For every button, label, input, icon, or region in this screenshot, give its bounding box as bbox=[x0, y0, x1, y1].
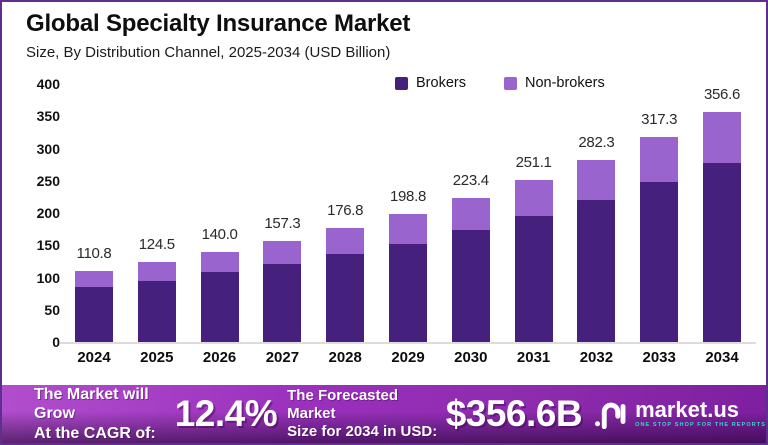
cagr-label: The Market will Grow At the CAGR of: bbox=[34, 386, 156, 442]
non-brokers-legend-label: Non-brokers bbox=[524, 75, 605, 91]
marketus-logo-icon bbox=[595, 402, 626, 429]
bar-total-label-2031: 251.1 bbox=[515, 154, 552, 172]
bar-non-brokers-2029 bbox=[389, 213, 427, 244]
x-axis-label-2033: 2033 bbox=[642, 349, 676, 366]
header: Global Specialty Insurance Market Size, … bbox=[26, 10, 410, 61]
forecast-value: $356.6B bbox=[445, 393, 583, 434]
non-brokers-swatch bbox=[503, 76, 517, 90]
brand-lockup: market.us ONE STOP SHOP FOR THE REPORTS bbox=[594, 399, 766, 429]
bar-non-brokers-2024 bbox=[75, 270, 113, 287]
bar-total-label-2028: 176.8 bbox=[327, 201, 364, 219]
bar-brokers-2028 bbox=[326, 253, 365, 342]
bar-non-brokers-2033 bbox=[640, 137, 679, 183]
bar-brokers-2026 bbox=[200, 272, 239, 342]
bar-total-label-2025: 124.5 bbox=[138, 235, 175, 253]
bar-non-brokers-2032 bbox=[577, 159, 616, 201]
bar-total-label-2033: 317.3 bbox=[641, 111, 678, 129]
x-axis-label-2029: 2029 bbox=[391, 349, 425, 366]
bar-brokers-2033 bbox=[640, 182, 679, 342]
bar-brokers-2025 bbox=[137, 280, 176, 342]
bar-total-label-2027: 157.3 bbox=[264, 214, 301, 232]
x-axis-label-2030: 2030 bbox=[454, 349, 488, 366]
brand-name: market.us bbox=[635, 397, 740, 422]
x-axis-label-2024: 2024 bbox=[77, 349, 111, 366]
cagr-value: 12.4% bbox=[174, 393, 278, 434]
y-axis-tick-200: 200 bbox=[36, 205, 60, 221]
brand-text: market.us ONE STOP SHOP FOR THE REPORTS bbox=[635, 397, 766, 429]
x-axis-label-2028: 2028 bbox=[328, 349, 362, 366]
bar-non-brokers-2026 bbox=[200, 251, 239, 273]
bar-non-brokers-2025 bbox=[137, 261, 176, 281]
y-axis-tick-0: 0 bbox=[52, 334, 60, 350]
footer-banner: The Market will Grow At the CAGR of: 12.… bbox=[2, 385, 766, 443]
y-axis-tick-150: 150 bbox=[36, 237, 60, 254]
bar-total-label-2029: 198.8 bbox=[389, 187, 427, 205]
page-title: Global Specialty Insurance Market bbox=[26, 10, 411, 37]
y-axis-tick-350: 350 bbox=[36, 108, 60, 125]
x-axis-label-2034: 2034 bbox=[705, 349, 739, 366]
brokers-swatch bbox=[395, 76, 408, 90]
bar-total-label-2024: 110.8 bbox=[76, 244, 112, 262]
brand-tagline: ONE STOP SHOP FOR THE REPORTS bbox=[635, 422, 766, 428]
bar-non-brokers-2034 bbox=[703, 111, 741, 163]
legend-item-brokers: Brokers bbox=[395, 75, 466, 91]
bar-total-label-2032: 282.3 bbox=[578, 133, 615, 151]
brokers-legend-label: Brokers bbox=[416, 75, 466, 91]
bar-total-label-2034: 356.6 bbox=[703, 85, 741, 103]
bar-total-label-2030: 223.4 bbox=[452, 171, 489, 189]
bar-non-brokers-2031 bbox=[514, 180, 553, 216]
y-axis-tick-100: 100 bbox=[36, 269, 60, 286]
x-axis-label-2026: 2026 bbox=[202, 349, 237, 366]
bar-non-brokers-2027 bbox=[263, 240, 302, 264]
legend: Brokers Non-brokers bbox=[395, 75, 605, 91]
bar-brokers-2034 bbox=[703, 162, 741, 342]
bar-brokers-2024 bbox=[75, 286, 113, 342]
bar-non-brokers-2030 bbox=[451, 197, 490, 230]
x-axis-line bbox=[60, 342, 756, 344]
y-axis-tick-250: 250 bbox=[36, 172, 60, 189]
page-subtitle: Size, By Distribution Channel, 2025-2034… bbox=[26, 44, 391, 61]
x-axis-label-2025: 2025 bbox=[140, 349, 174, 366]
y-axis-tick-400: 400 bbox=[36, 76, 60, 92]
bar-brokers-2030 bbox=[451, 229, 490, 342]
bar-brokers-2031 bbox=[514, 215, 553, 342]
y-axis-tick-50: 50 bbox=[44, 301, 60, 318]
forecast-label: The Forecasted Market Size for 2034 in U… bbox=[287, 387, 438, 440]
bar-total-label-2026: 140.0 bbox=[201, 225, 238, 243]
bar-brokers-2032 bbox=[577, 200, 616, 342]
legend-item-non-brokers: Non-brokers bbox=[503, 75, 605, 91]
x-axis-label-2027: 2027 bbox=[265, 349, 300, 366]
y-axis-tick-300: 300 bbox=[36, 140, 60, 157]
bar-brokers-2029 bbox=[389, 243, 427, 342]
bar-non-brokers-2028 bbox=[326, 227, 365, 254]
x-axis-label-2032: 2032 bbox=[579, 349, 614, 366]
bar-brokers-2027 bbox=[263, 263, 302, 342]
x-axis-label-2031: 2031 bbox=[516, 349, 551, 366]
